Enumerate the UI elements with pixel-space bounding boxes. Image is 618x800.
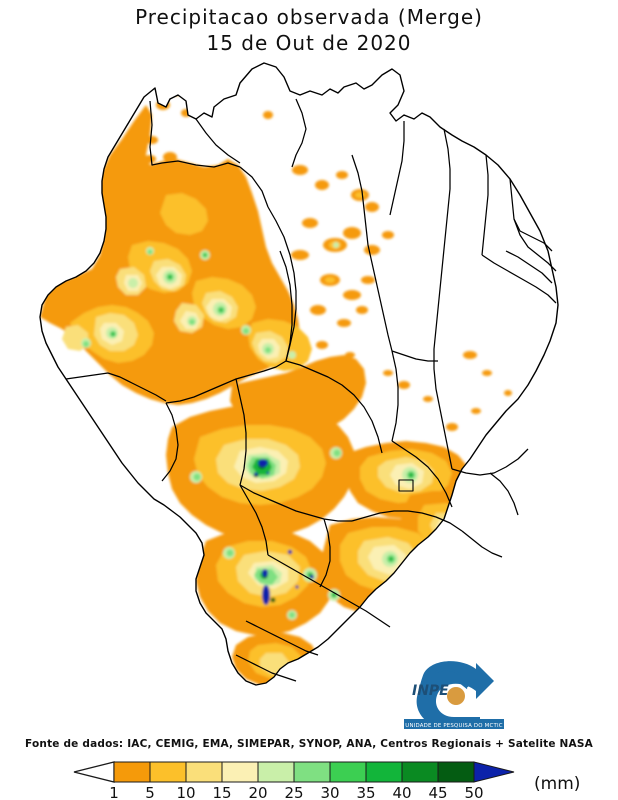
inpe-logo: INPE UNIDADE DE PESQUISA DO MCTIC (398, 655, 510, 735)
colorbar-tick-50: 50 (464, 784, 483, 800)
field-scattered-north-peak (333, 242, 339, 248)
field-band-35-45 (111, 253, 223, 336)
colorbar-swatch (113, 761, 151, 783)
data-source-text: Fonte de dados: IAC, CEMIG, EMA, SIMEPAR… (25, 738, 593, 750)
colorbar-tick-20: 20 (248, 784, 267, 800)
legend: Fonte de dados: IAC, CEMIG, EMA, SIMEPAR… (0, 738, 618, 800)
logo-inner-arc (426, 668, 472, 690)
colorbar-tick-10: 10 (176, 784, 195, 800)
colorbar-swatch (437, 761, 475, 783)
colorbar-tick-35: 35 (356, 784, 375, 800)
colorbar-tick-30: 30 (320, 784, 339, 800)
colorbar-swatch (149, 761, 187, 783)
colorbar-swatches (113, 761, 475, 783)
colorbar-tick-25: 25 (284, 784, 303, 800)
colorbar-swatch (185, 761, 223, 783)
colorbar-unit-label: (mm) (534, 774, 581, 794)
field-centralwest-over-50 (254, 459, 270, 476)
colorbar-swatch (257, 761, 295, 783)
title-line-2: 15 de Out de 2020 (206, 31, 412, 55)
colorbar-wrapper: 1 5 10 15 20 25 30 35 40 45 50 (mm) (0, 760, 618, 800)
logo-tagline: UNIDADE DE PESQUISA DO MCTIC (405, 723, 502, 729)
colorbar: 1 5 10 15 20 25 30 35 40 45 50 (73, 761, 515, 800)
field-southeast-over-50 (262, 549, 314, 605)
logo-tagline-bar (404, 719, 504, 729)
map-borders (39, 62, 559, 686)
logo-globe (447, 687, 465, 705)
colorbar-over-arrow (473, 761, 515, 783)
colorbar-tick-40: 40 (392, 784, 411, 800)
logo-acronym: INPE (412, 683, 449, 699)
precipitation-field (40, 86, 512, 685)
colorbar-swatch (401, 761, 439, 783)
colorbar-tick-15: 15 (212, 784, 231, 800)
colorbar-swatch (221, 761, 259, 783)
field-scattered-northeast (383, 351, 512, 431)
colorbar-tick-45: 45 (428, 784, 447, 800)
colorbar-under-arrow (73, 761, 115, 783)
colorbar-swatch (329, 761, 367, 783)
colorbar-tick-1: 1 (109, 784, 119, 800)
colorbar-swatch (365, 761, 403, 783)
page-title: Precipitacao observada (Merge) 15 de Out… (0, 4, 618, 56)
title-line-1: Precipitacao observada (Merge) (135, 5, 483, 29)
colorbar-swatch (293, 761, 331, 783)
logo-orbit-arrow (420, 662, 483, 690)
precipitation-map (0, 55, 618, 735)
colorbar-tick-5: 5 (145, 784, 155, 800)
colorbar-tick-labels: 1 5 10 15 20 25 30 35 40 45 50 (109, 784, 483, 800)
